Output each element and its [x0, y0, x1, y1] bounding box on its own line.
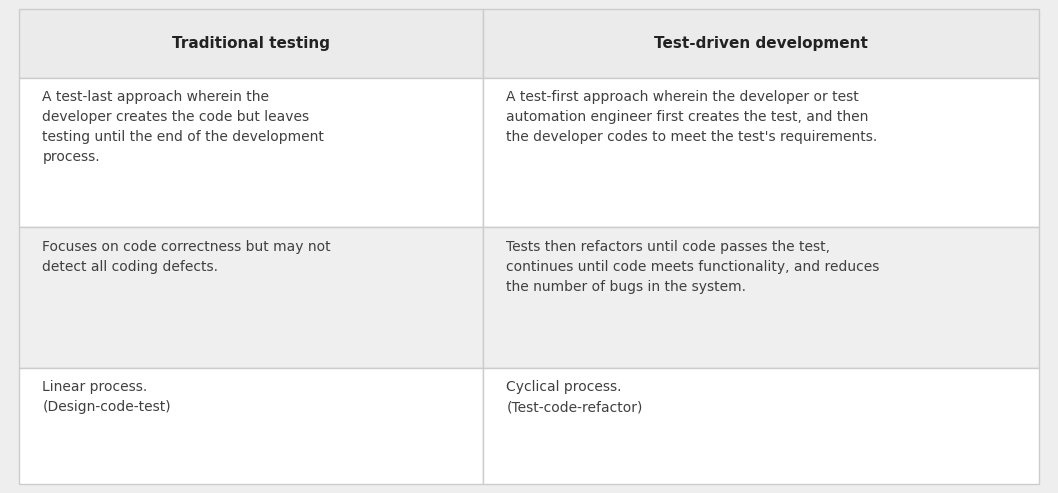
- Text: Linear process.
(Design-code-test): Linear process. (Design-code-test): [42, 380, 171, 414]
- Text: A test-first approach wherein the developer or test
automation engineer first cr: A test-first approach wherein the develo…: [507, 90, 878, 144]
- Text: Test-driven development: Test-driven development: [654, 36, 868, 51]
- Bar: [19, 78, 484, 227]
- Text: Focuses on code correctness but may not
detect all coding defects.: Focuses on code correctness but may not …: [42, 240, 331, 274]
- Bar: [19, 9, 484, 78]
- Text: A test-last approach wherein the
developer creates the code but leaves
testing u: A test-last approach wherein the develop…: [42, 90, 324, 164]
- Bar: [484, 9, 1039, 78]
- Bar: [19, 227, 484, 368]
- Text: Tests then refactors until code passes the test,
continues until code meets func: Tests then refactors until code passes t…: [507, 240, 880, 294]
- Bar: [19, 368, 484, 484]
- Bar: [484, 368, 1039, 484]
- Bar: [484, 78, 1039, 227]
- Text: Cyclical process.
(Test-code-refactor): Cyclical process. (Test-code-refactor): [507, 380, 643, 414]
- Bar: [484, 227, 1039, 368]
- Text: Traditional testing: Traditional testing: [172, 36, 330, 51]
